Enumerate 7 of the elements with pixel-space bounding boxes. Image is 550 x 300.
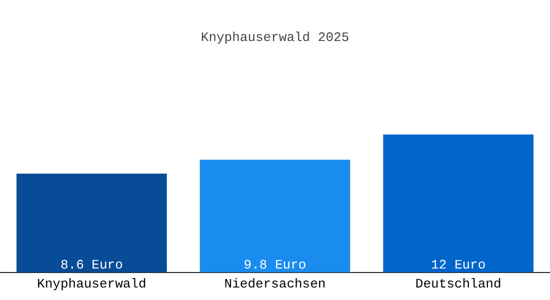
- chart-title: Knyphauserwald 2025: [200, 30, 350, 46]
- x-tick-label: Niedersachsen: [224, 276, 326, 292]
- data-label: 9.8 Euro: [244, 257, 306, 272]
- x-tick-label: Deutschland: [415, 276, 502, 292]
- data-label: 8.6 Euro: [60, 257, 123, 272]
- x-tick-label: Knyphauserwald: [37, 276, 146, 292]
- data-label: 12 Euro: [431, 257, 486, 272]
